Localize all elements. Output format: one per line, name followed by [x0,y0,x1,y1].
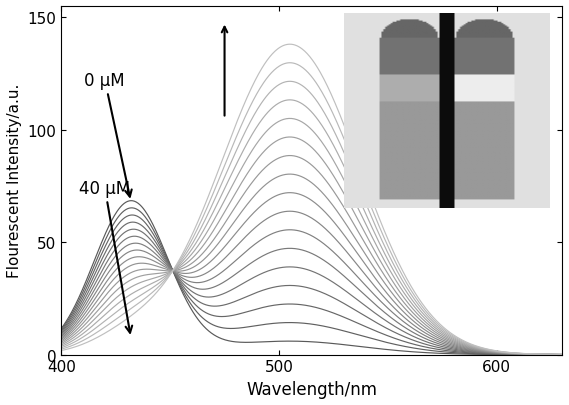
Y-axis label: Flourescent Intensity/a.u.: Flourescent Intensity/a.u. [7,84,22,278]
X-axis label: Wavelength/nm: Wavelength/nm [246,380,377,398]
Text: 0 μM: 0 μM [84,72,131,197]
Text: 40 μM: 40 μM [79,179,132,333]
